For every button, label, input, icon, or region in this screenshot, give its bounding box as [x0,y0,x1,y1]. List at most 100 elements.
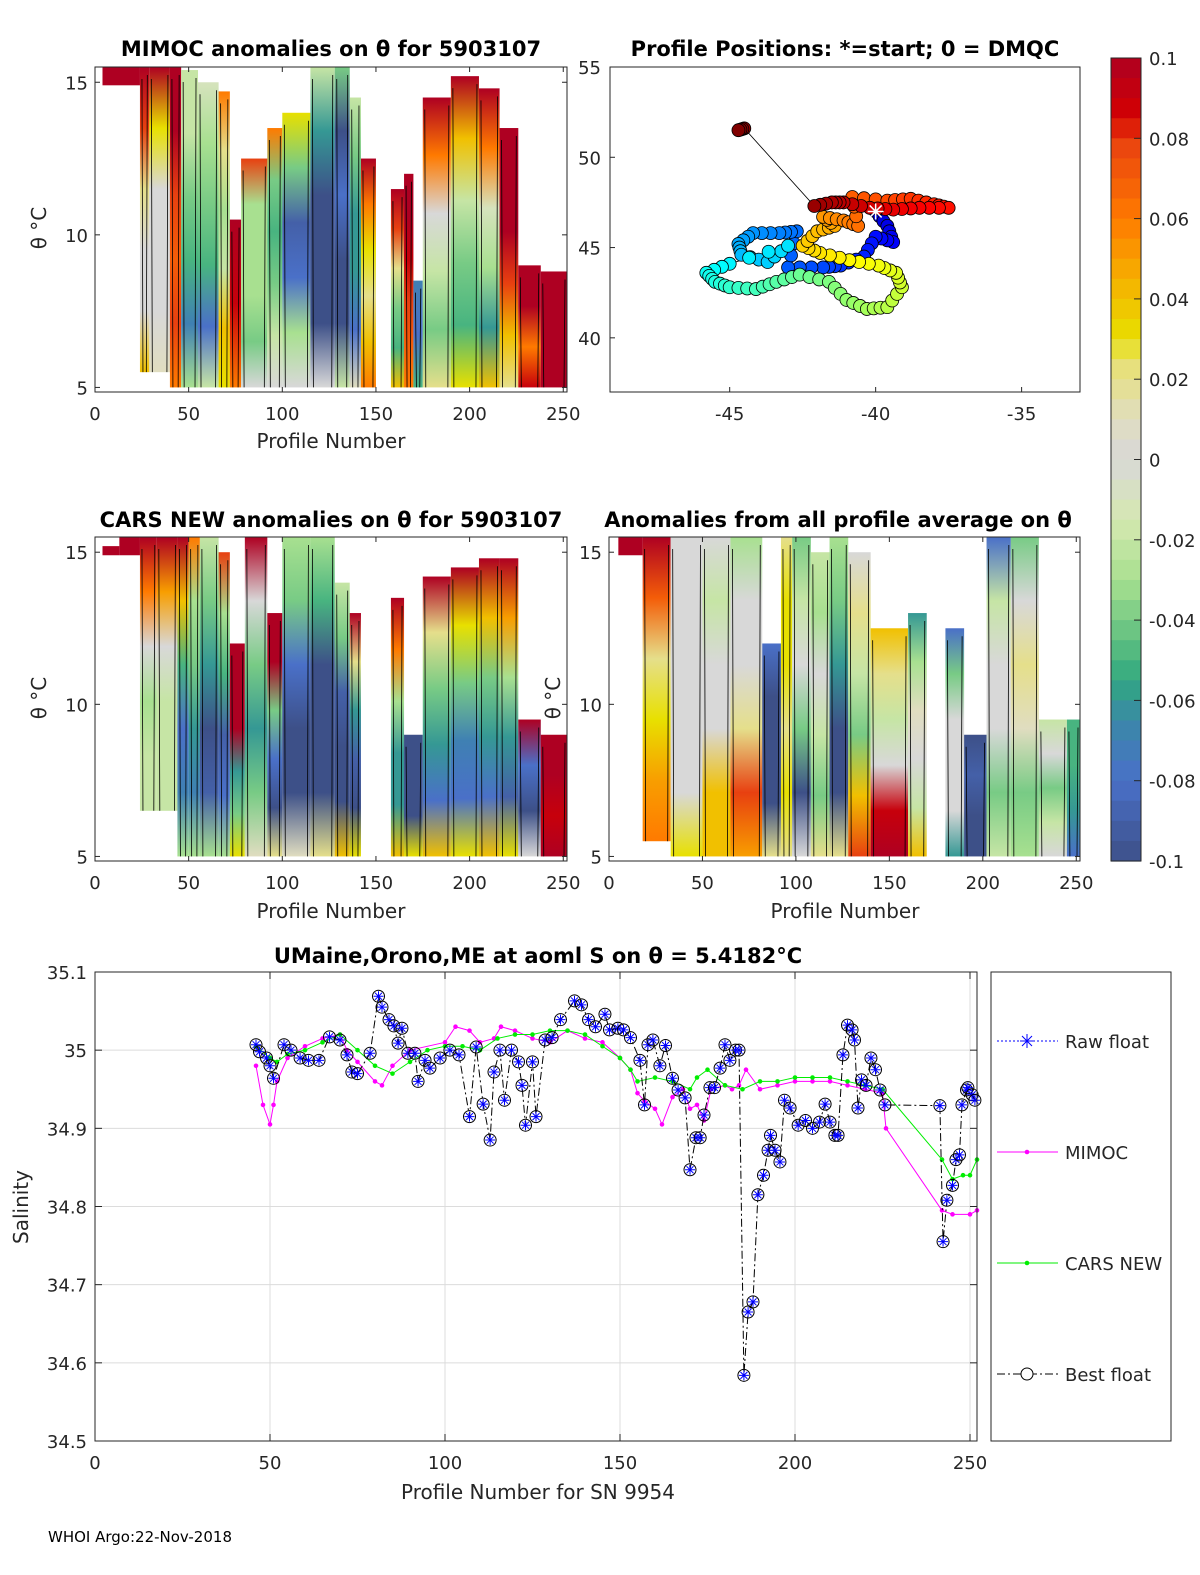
contour-line [405,181,412,388]
cars-new-point [827,1075,833,1080]
contour-line [141,544,156,811]
y-tick-label: 10 [65,226,88,247]
best-float-marker [799,1114,812,1128]
best-float-marker [666,1071,679,1085]
profile-position-marker [807,199,822,213]
mimoc-xlabel: Profile Number [257,429,407,453]
heatmap-column [702,537,731,857]
best-float-marker [423,1061,437,1075]
best-float-marker [641,1038,655,1052]
colorbar-tick-label: 0.08 [1149,129,1189,150]
heatmap-column [450,567,479,857]
cars-anomaly-panel: CARS NEW anomalies on θ for 5903107 0 50 1… [27,508,580,923]
cars-new-point [757,1079,763,1084]
heatmap-column [413,280,423,388]
raw-float-marker [555,1014,566,1025]
mimoc-point [939,1208,945,1213]
contour-line [311,74,334,388]
best-float-marker [693,1131,707,1145]
heatmap-column [870,628,909,857]
heatmap-column [267,128,283,388]
best-float-marker [831,1128,845,1142]
mimoc-point [883,1126,889,1131]
heatmap-column [139,67,150,373]
heatmap-column [241,158,268,388]
best-float-marker [646,1033,660,1047]
mimoc-title: MIMOC anomalies on θ for 5903107 [121,37,541,61]
positions-title: Profile Positions: *=start; 0 = DMQC [631,37,1060,61]
raw-float-marker [393,1038,404,1049]
best-float-marker [683,1163,697,1177]
heatmap-column [229,219,242,388]
best-float-marker [554,1013,567,1027]
best-float-marker [955,1098,969,1112]
colorbar-cell [1111,740,1141,762]
heatmap-cells [102,67,567,388]
best-float-marker [433,1051,447,1065]
raw-float-marker [667,1073,678,1084]
heatmap-column [404,734,423,857]
best-float-marker [836,1048,850,1062]
legend-mimoc-dot [1024,1149,1030,1155]
raw-float-marker [842,1020,853,1031]
raw-float-marker [800,1115,811,1126]
contour-line [812,560,828,857]
mimoc-point [267,1122,273,1127]
colorbar-cell [1111,499,1141,521]
colorbar-cell [1111,379,1141,400]
raw-float-marker [540,1035,551,1046]
raw-float-marker [444,1045,455,1056]
raw-float-marker [303,1055,314,1066]
heatmap-column [986,537,1011,857]
heatmap-column [360,158,376,388]
heatmap-column [169,67,182,388]
best-float-marker [713,1061,727,1075]
cars-new-point [425,1047,430,1053]
cars-new-point [512,1032,518,1037]
contour-line [947,636,963,857]
raw-float-marker [758,1170,769,1181]
mimoc-anomaly-panel: MIMOC anomalies on θ for 5903107 0 50 100 1… [27,37,580,453]
colorbar-cell [1111,198,1141,220]
raw-float-marker [875,1085,886,1096]
raw-float-marker [377,1002,387,1013]
cars-new-point [628,1067,633,1073]
colorbar-cell [1111,620,1141,641]
contour-line [201,544,218,857]
raw-float-marker [373,991,384,1002]
raw-float-marker [454,1049,464,1060]
colorbar-tick-label: -0.08 [1149,772,1196,793]
best-float-marker [575,998,588,1012]
axes-box [608,536,1081,862]
contour-line [424,105,450,388]
colorbar-cell [1111,419,1141,441]
legend-cars-new: CARS NEW [1065,1254,1162,1275]
best-float-marker [864,1051,878,1065]
heatmap-column [450,76,479,388]
y-tick-label: 15 [579,543,602,564]
best-float-marker [598,1007,612,1021]
raw-float-marker [738,1370,749,1381]
mimoc-point [372,1079,378,1084]
best-float-marker [933,1099,947,1113]
cars-new-point [617,1055,623,1061]
best-float-marker [859,1078,873,1092]
heatmap-column [540,271,567,388]
best-float-marker [718,1038,732,1052]
contour-line [150,74,169,373]
colorbar-tick-label: 0.06 [1149,210,1189,231]
salinity-xlabel: Profile Number for SN 9954 [401,1480,675,1504]
contour-line [542,742,566,857]
legend-cars-dot [1024,1260,1030,1266]
raw-float-marker [527,1056,538,1067]
x-tick-label: 50 [177,873,200,894]
raw-float-marker [639,1099,650,1110]
raw-float-marker [583,1014,594,1025]
contour-line [480,96,498,388]
best-float-marker [624,1031,637,1045]
cars-new-point [740,1086,745,1092]
y-tick-label: 55 [578,58,601,79]
raw-float-marker [752,1189,763,1200]
heatmap-column [149,67,170,373]
best-float-marker [267,1071,280,1085]
